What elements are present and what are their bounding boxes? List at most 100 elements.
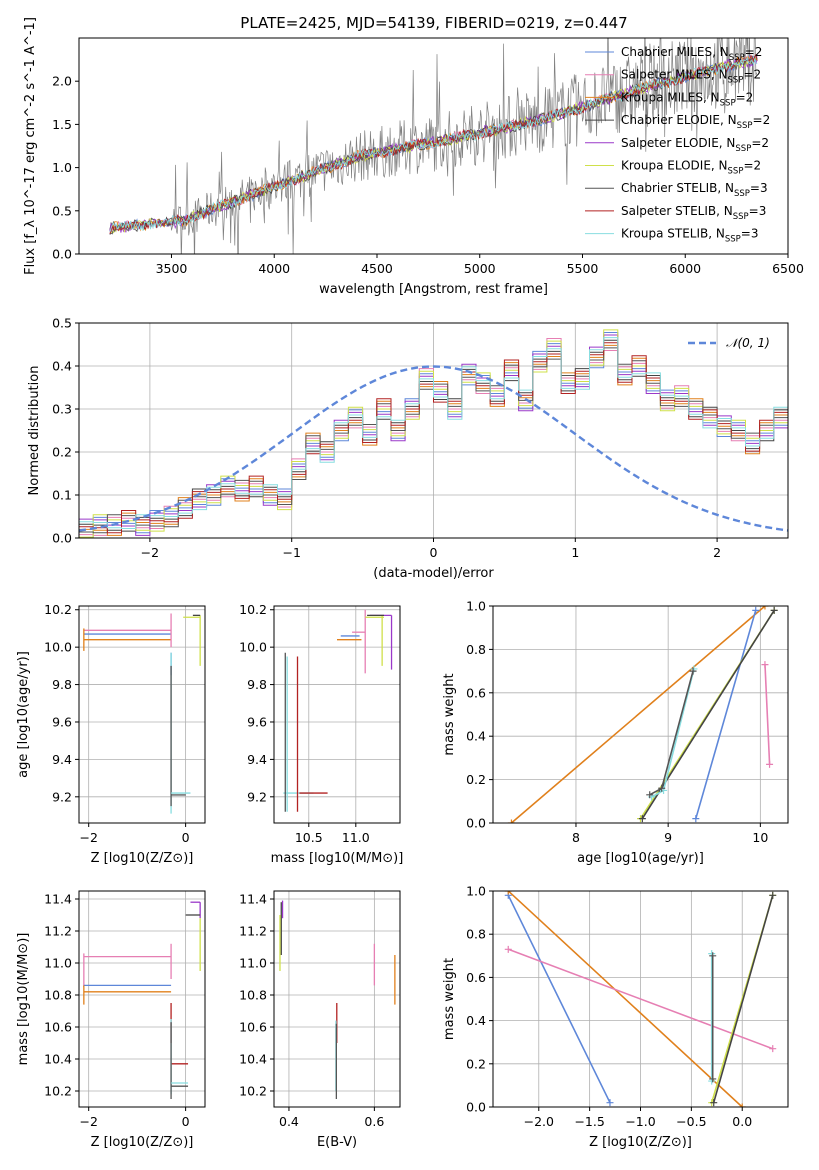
y-tick-label: 11.0: [44, 956, 72, 971]
mass-weight-line-kroupa-miles: [510, 606, 766, 823]
y-tick-label: 1.0: [466, 599, 486, 614]
point-marker: [710, 1099, 718, 1107]
x-tick-label: 0.6: [364, 1114, 384, 1129]
y-tick-label: 0.0: [466, 816, 486, 831]
x-tick-label: −2.0: [524, 1114, 554, 1129]
x-tick-label: 6500: [772, 261, 804, 276]
legend-entry: Salpeter MILES, NSSP=2: [621, 68, 761, 86]
x-axis-label: Z [log10(Z/Z⊙)]: [589, 1135, 692, 1150]
x-axis-label: wavelength [Angstrom, rest frame]: [319, 282, 548, 297]
legend-entry: Chabrier MILES, NSSP=2: [621, 45, 762, 63]
x-tick-label: 0: [430, 545, 438, 560]
point-marker: [504, 891, 512, 895]
y-tick-label: 11.2: [239, 924, 267, 939]
y-axis-label: Flux [f_λ 10^-17 erg cm^-2 s^-1 A^-1]: [23, 17, 38, 275]
y-tick-label: 0.0: [52, 531, 72, 546]
plot-area: [507, 606, 778, 823]
normal-legend-label: 𝒩(0, 1): [726, 336, 770, 350]
legend-entry: Chabrier ELODIE, NSSP=2: [621, 113, 770, 131]
axes-frame: [273, 890, 401, 1108]
mass-weight-line-chabrier-elodie: [712, 895, 774, 1103]
panel-4: 10.5 11.0 9.2 9.4 9.6 9.8 10.0 10.2 mass [log10(…: [239, 602, 403, 866]
y-tick-label: 9.8: [247, 677, 267, 692]
x-tick-label: −1.0: [625, 1114, 655, 1129]
x-axis-label: Z [log10(Z/Z⊙)]: [91, 851, 194, 866]
x-tick-label: 10: [752, 830, 768, 845]
x-axis-label: age [log10(age/yr)]: [577, 851, 704, 866]
y-axis-label: age [log10(age/yr)]: [16, 651, 31, 778]
hist-step-salpeter-stelib: [79, 342, 788, 534]
mass-weight-line-kroupa-miles: [507, 891, 743, 1107]
x-tick-label: 3500: [156, 261, 188, 276]
axes-frame: [78, 605, 206, 824]
y-tick-label: 11.4: [44, 892, 72, 907]
mass-weight-line-chabrier-miles: [695, 610, 757, 819]
y-tick-label: 0.1: [52, 488, 72, 503]
spectrum-legend: Chabrier MILES, NSSP=2 Salpeter MILES, NS…: [585, 45, 770, 245]
y-tick-label: 0.8: [466, 927, 486, 942]
point-marker: [689, 667, 697, 675]
axes-frame: [78, 37, 789, 255]
x-tick-label: 4000: [258, 261, 290, 276]
x-tick-label: 4500: [361, 261, 393, 276]
x-tick-label: 0.4: [279, 1114, 299, 1129]
legend-entry: Chabrier STELIB, NSSP=3: [621, 181, 768, 199]
panel-7: 0.4 0.6 10.2 10.4 10.6 10.8 11.0 11.2 11.4 E(B-V): [239, 890, 401, 1150]
point-marker: [504, 945, 512, 953]
y-tick-label: 10.4: [239, 1052, 267, 1067]
y-tick-label: 9.2: [52, 789, 72, 804]
mass-weight-line-chabrier-stelib: [649, 670, 694, 796]
x-tick-label: 8: [572, 830, 580, 845]
legend-entry: Kroupa MILES, NSSP=2: [621, 90, 753, 108]
x-tick-label: −2: [141, 545, 159, 560]
panel-2: −2 −1 0 1 2 0.0 0.1 0.2 0.3 0.4 0.5 (data-model)/er…: [27, 316, 789, 581]
y-tick-label: 10.6: [239, 1020, 267, 1035]
y-tick-label: 9.6: [52, 714, 72, 729]
y-tick-label: 10.2: [44, 602, 72, 617]
point-marker: [692, 815, 700, 823]
y-tick-label: 2.0: [52, 74, 72, 89]
point-marker: [709, 952, 717, 960]
panel-1: 3500 4000 4500 5000 5500 6000 6500 0.0 0.5 1.0 1.5…: [23, 17, 804, 297]
y-tick-label: 1.0: [52, 160, 72, 175]
panel-6: −2 0 10.2 10.4 10.6 10.8 11.0 11.2 11.4 Z [log10(…: [16, 890, 206, 1150]
point-marker: [658, 784, 666, 792]
point-marker: [770, 606, 778, 614]
y-tick-label: 0.2: [466, 1056, 486, 1071]
x-tick-label: −1: [282, 545, 300, 560]
mass-weight-line-salpeter-miles: [508, 948, 773, 1050]
hist-step-kroupa-elodie: [79, 329, 788, 538]
point-marker: [761, 661, 769, 669]
legend-entry: Kroupa ELODIE, NSSP=2: [621, 159, 761, 177]
x-tick-label: 0.0: [732, 1114, 752, 1129]
x-tick-label: 9: [664, 830, 672, 845]
model-line-kroupa-stelib: [109, 56, 758, 232]
plot-area: [504, 891, 777, 1107]
y-tick-label: 0.4: [52, 359, 72, 374]
x-axis-label: mass [log10(M/M⊙)]: [271, 851, 404, 866]
hist-step-chabrier-miles: [79, 332, 788, 538]
axes-frame: [273, 605, 401, 824]
x-tick-label: 5000: [464, 261, 496, 276]
point-marker: [752, 606, 760, 614]
point-marker: [738, 1103, 746, 1107]
y-tick-label: 10.2: [239, 1084, 267, 1099]
point-marker: [769, 1045, 777, 1053]
figure-title: PLATE=2425, MJD=54139, FIBERID=0219, z=0…: [240, 14, 627, 32]
hist-step-kroupa-miles: [79, 344, 788, 536]
y-tick-label: 11.0: [239, 956, 267, 971]
point-marker: [507, 819, 515, 823]
y-tick-label: 0.2: [466, 772, 486, 787]
y-tick-label: 0.4: [466, 1013, 486, 1028]
mass-weight-line-chabrier-elodie: [641, 609, 775, 820]
point-marker: [709, 1075, 717, 1083]
x-tick-label: 10.5: [295, 830, 323, 845]
y-tick-label: 10.8: [239, 988, 267, 1003]
y-tick-label: 0.2: [52, 445, 72, 460]
x-tick-label: 2: [713, 545, 721, 560]
y-tick-label: 11.4: [239, 892, 267, 907]
plot-area: [83, 901, 201, 1099]
x-axis-label: E(B-V): [317, 1135, 357, 1150]
plot-area: [109, 38, 758, 254]
